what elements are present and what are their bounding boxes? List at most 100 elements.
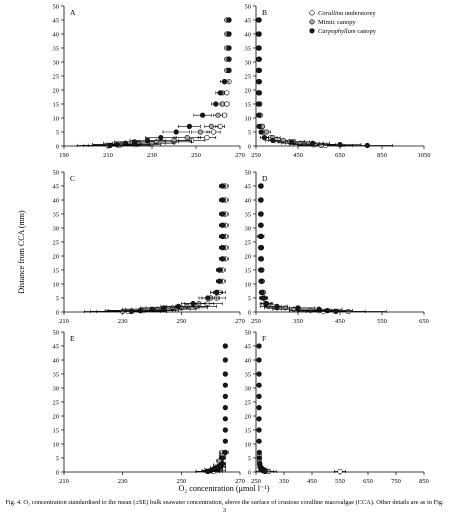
data-point xyxy=(211,129,217,135)
data-point xyxy=(226,17,232,23)
y-tick-label: 5 xyxy=(56,455,59,462)
x-tick-label: 210 xyxy=(59,478,69,485)
x-tick-label: 350 xyxy=(279,478,289,485)
data-point xyxy=(256,371,262,377)
x-tick-label: 210 xyxy=(103,152,113,159)
y-tick-label: 50 xyxy=(53,169,60,176)
y-tick-label: 35 xyxy=(53,371,60,378)
y-tick-label: 45 xyxy=(245,343,252,350)
data-point xyxy=(213,101,219,107)
x-tick-label: 450 xyxy=(293,152,303,159)
data-point xyxy=(256,427,262,433)
y-tick-label: 40 xyxy=(245,31,252,38)
data-point xyxy=(137,308,143,314)
data-point xyxy=(222,357,228,363)
data-point xyxy=(256,357,262,363)
data-point xyxy=(219,245,225,251)
data-point xyxy=(256,382,262,388)
data-point xyxy=(219,233,225,239)
y-tick-label: 15 xyxy=(245,427,252,434)
y-tick-label: 40 xyxy=(53,357,60,364)
panel-letter: C xyxy=(70,174,75,183)
data-point xyxy=(222,78,228,85)
x-tick-label: 450 xyxy=(335,318,345,325)
data-point xyxy=(256,405,262,411)
data-point xyxy=(333,308,339,315)
data-point xyxy=(226,45,232,51)
y-tick-label: 25 xyxy=(245,239,252,246)
data-point xyxy=(258,211,264,217)
data-point xyxy=(258,197,264,203)
y-tick-label: 45 xyxy=(245,17,252,24)
x-tick-label: 850 xyxy=(377,152,387,159)
series-carpophyllum-canopy xyxy=(256,183,366,315)
y-tick-label: 35 xyxy=(245,211,252,218)
data-point xyxy=(255,90,262,96)
data-point xyxy=(226,67,232,73)
data-point xyxy=(222,393,228,400)
y-tick-label: 25 xyxy=(245,73,252,80)
series-mimic-canopy xyxy=(256,17,345,149)
x-axis-title: O₂ concentration (μmol l⁻¹) xyxy=(178,484,269,493)
data-point xyxy=(274,303,280,310)
panel-e: 0 5 10 15 20 25 30 35 40 45 50 210 230 250 270 E xyxy=(53,329,245,485)
data-point xyxy=(256,438,262,444)
y-tick-label: 0 xyxy=(248,469,251,476)
y-tick-label: 10 xyxy=(53,115,60,122)
series-mimic-canopy xyxy=(258,183,387,315)
y-tick-label: 5 xyxy=(56,129,59,136)
panel-d: 0 5 10 15 20 25 30 35 40 45 50 250 350 450 550 650 D xyxy=(245,169,429,325)
panel-c: 0 5 10 15 20 25 30 35 40 45 50 210 230 250 270 C xyxy=(53,169,245,325)
series-mimic-canopy xyxy=(84,183,226,315)
data-point xyxy=(226,31,232,37)
data-point xyxy=(216,267,223,273)
y-tick-label: 10 xyxy=(245,281,252,288)
x-tick-label: 250 xyxy=(251,318,261,325)
data-point xyxy=(324,308,331,314)
series-corallina-understorey xyxy=(90,183,229,315)
y-tick-label: 50 xyxy=(245,329,252,336)
data-point xyxy=(258,289,265,296)
data-point xyxy=(215,112,221,118)
data-point xyxy=(261,135,268,141)
series-carpophyllum-canopy xyxy=(83,17,232,149)
figure-caption: Fig. 4. O₂ concentration standardised to… xyxy=(5,499,444,515)
panel-letter: B xyxy=(262,8,267,17)
data-point xyxy=(255,101,262,107)
data-point xyxy=(258,245,264,251)
y-tick-label: 10 xyxy=(53,281,60,288)
y-tick-label: 30 xyxy=(53,385,60,392)
panel-letter: D xyxy=(262,174,268,183)
data-point xyxy=(205,468,211,475)
data-point xyxy=(128,308,135,315)
series-carpophyllum-canopy xyxy=(195,343,229,475)
data-point xyxy=(256,455,262,461)
data-point xyxy=(219,455,225,461)
y-tick-label: 45 xyxy=(245,183,252,190)
y-tick-label: 50 xyxy=(53,329,60,336)
data-point xyxy=(256,416,262,422)
data-point xyxy=(255,67,262,73)
data-point xyxy=(258,267,264,273)
x-tick-label: 550 xyxy=(335,478,345,485)
legend-label: Corallina understorey xyxy=(318,10,376,17)
data-point xyxy=(205,295,211,301)
data-point xyxy=(263,129,270,135)
y-tick-label: 35 xyxy=(245,371,252,378)
y-tick-label: 30 xyxy=(53,225,60,232)
x-tick-label: 450 xyxy=(307,478,317,485)
data-point xyxy=(222,405,228,411)
data-point xyxy=(200,112,206,118)
series-carpophyllum-canopy xyxy=(95,183,226,315)
x-tick-label: 350 xyxy=(293,318,303,325)
y-tick-label: 15 xyxy=(245,101,252,108)
data-point xyxy=(114,142,120,148)
legend: Corallina understorey Mimic canopy Carpoph… xyxy=(309,10,377,35)
y-tick-label: 40 xyxy=(53,31,60,38)
y-tick-label: 20 xyxy=(53,253,60,260)
x-tick-label: 650 xyxy=(363,478,373,485)
data-point xyxy=(256,343,262,349)
y-tick-label: 30 xyxy=(245,225,252,232)
x-tick-label: 230 xyxy=(118,318,128,325)
x-tick-label: 250 xyxy=(251,478,261,485)
